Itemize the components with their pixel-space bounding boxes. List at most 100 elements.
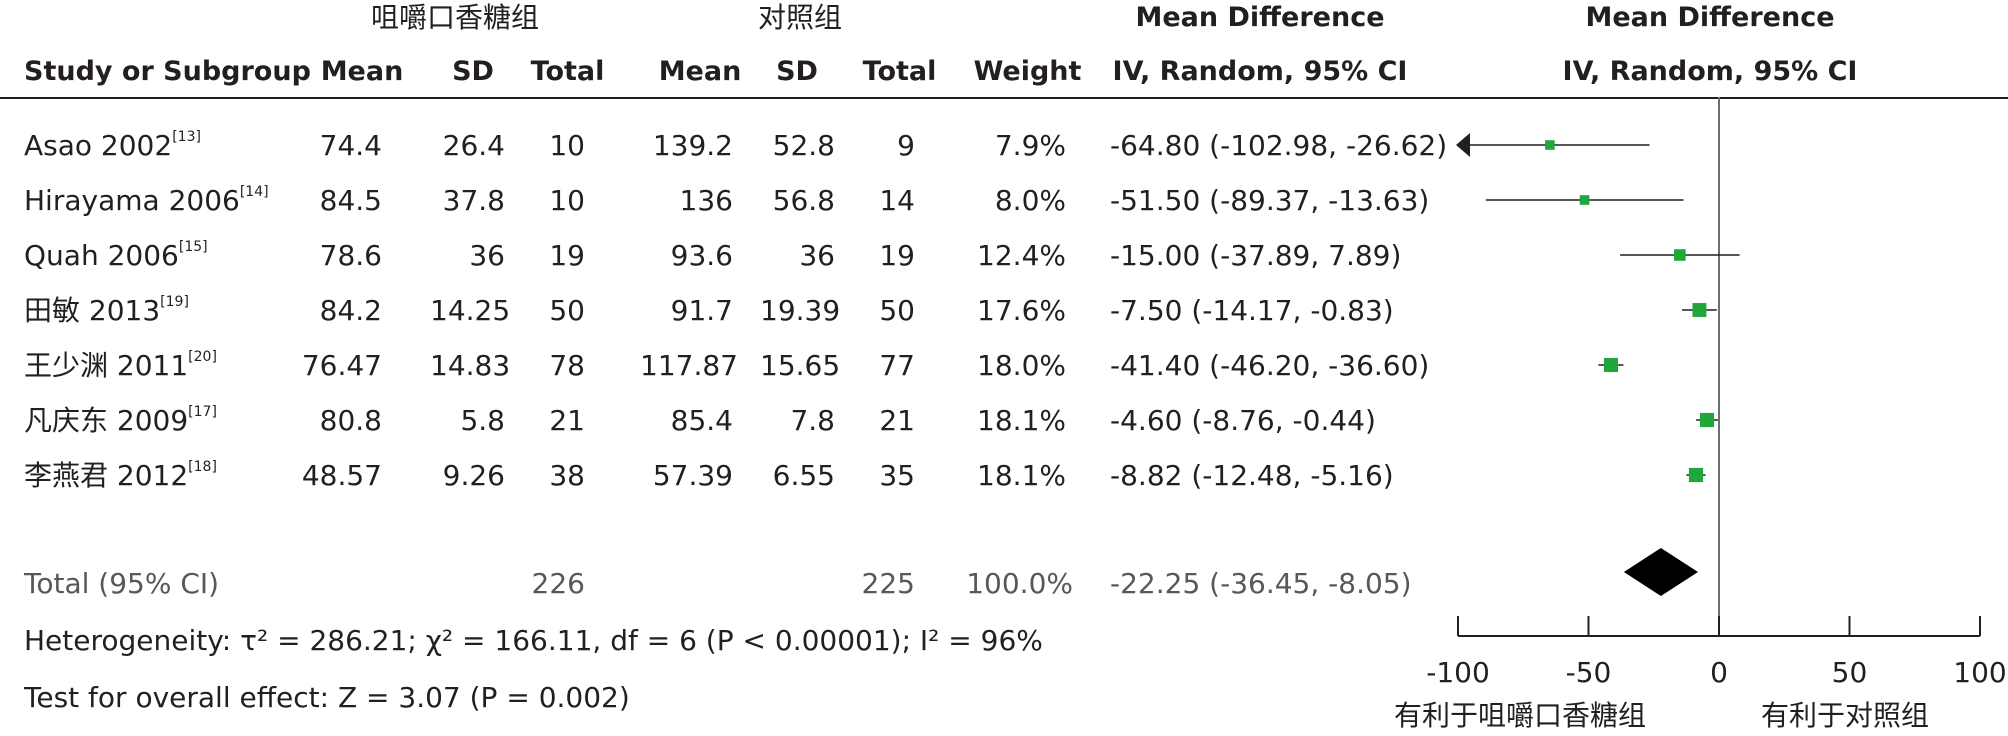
mean2-value: 85.4 (670, 404, 733, 437)
ci-plot-header: IV, Random, 95% CI (1562, 56, 1858, 87)
effect-square (1692, 303, 1707, 317)
study-name: Hirayama 2006[14] (24, 184, 269, 217)
mean1-value: 76.47 (301, 349, 382, 382)
md-plot-header: Mean Difference (1585, 2, 1835, 33)
sd1-value: 26.4 (442, 129, 505, 162)
study-name: Quah 2006[15] (24, 239, 208, 272)
mean1-header: Mean (320, 56, 404, 87)
effect-square (1603, 357, 1618, 373)
total1-value: 50 (549, 294, 585, 327)
total2-value: 19 (879, 239, 915, 272)
total-ci: -22.25 (-36.45, -8.05) (1110, 567, 1412, 600)
sd1-value: 5.8 (460, 404, 505, 437)
weight-value: 12.4% (977, 239, 1066, 272)
sd1-value: 14.25 (430, 294, 511, 327)
sd2-header: SD (776, 56, 818, 87)
weight-value: 7.9% (994, 129, 1066, 162)
total2-header: Total (862, 56, 937, 87)
ci-value: -4.60 (-8.76, -0.44) (1110, 404, 1376, 437)
weight-value: 18.1% (977, 459, 1066, 492)
favours-left-label: 有利于咀嚼口香糖组 (1393, 699, 1646, 732)
favours-right-label: 有利于对照组 (1760, 699, 1929, 732)
weight-value: 8.0% (994, 184, 1066, 217)
mean1-value: 48.57 (301, 459, 382, 492)
total1-value: 10 (549, 129, 585, 162)
study-name: Asao 2002[13] (24, 129, 201, 162)
sd1-value: 14.83 (430, 349, 511, 382)
group2-header: 对照组 (757, 1, 842, 34)
sd2-value: 19.39 (760, 294, 841, 327)
mean1-value: 80.8 (319, 404, 382, 437)
mean2-value: 139.2 (652, 129, 733, 162)
sd2-value: 52.8 (772, 129, 835, 162)
ci-value: -15.00 (-37.89, 7.89) (1110, 239, 1402, 272)
group1-header: 咀嚼口香糖组 (370, 1, 539, 34)
mean2-value: 117.87 (640, 349, 738, 382)
total-weight: 100.0% (966, 567, 1073, 600)
x-tick-label: 100 (1953, 656, 2006, 689)
x-tick-label: -50 (1566, 656, 1612, 689)
sd1-value: 9.26 (442, 459, 505, 492)
sd2-value: 15.65 (760, 349, 841, 382)
header-rule (0, 97, 2008, 99)
total1-value: 10 (549, 184, 585, 217)
mean1-value: 84.5 (319, 184, 382, 217)
mean2-value: 91.7 (670, 294, 733, 327)
ci-value: -7.50 (-14.17, -0.83) (1110, 294, 1394, 327)
weight-value: 18.1% (977, 404, 1066, 437)
heterogeneity-text: Heterogeneity: τ² = 286.21; χ² = 166.11,… (24, 624, 1043, 657)
mean2-value: 136 (679, 184, 733, 217)
total2-value: 35 (879, 459, 915, 492)
total1-value: 78 (549, 349, 585, 382)
mean1-value: 84.2 (319, 294, 382, 327)
sd2-value: 56.8 (772, 184, 835, 217)
mean1-value: 78.6 (319, 239, 382, 272)
study-name: 凡庆东 2009[17] (24, 404, 217, 437)
mean2-value: 57.39 (652, 459, 733, 492)
ci-value: -51.50 (-89.37, -13.63) (1110, 184, 1430, 217)
total2-value: 9 (897, 129, 915, 162)
total1-value: 38 (549, 459, 585, 492)
ci-value: -64.80 (-102.98, -26.62) (1110, 129, 1448, 162)
total1-value: 19 (549, 239, 585, 272)
study-name: 王少渊 2011[20] (24, 349, 217, 382)
mean1-value: 74.4 (319, 129, 382, 162)
total1-value: 21 (549, 404, 585, 437)
total2-value: 77 (879, 349, 915, 382)
overall-effect-text: Test for overall effect: Z = 3.07 (P = 0… (24, 681, 630, 714)
mean2-value: 93.6 (670, 239, 733, 272)
sd1-header: SD (452, 56, 494, 87)
ci-arrow (1456, 133, 1470, 157)
sd1-value: 36 (469, 239, 505, 272)
study-name: 李燕君 2012[18] (24, 459, 217, 492)
x-tick-label: 0 (1710, 656, 1728, 689)
weight-header: Weight (973, 56, 1082, 87)
mean2-header: Mean (658, 56, 742, 87)
effect-square (1579, 195, 1590, 205)
ci-value: -41.40 (-46.20, -36.60) (1110, 349, 1430, 382)
sd2-value: 6.55 (772, 459, 835, 492)
x-tick-label: -100 (1426, 656, 1490, 689)
sd1-value: 37.8 (442, 184, 505, 217)
md-table-header: Mean Difference (1135, 2, 1385, 33)
effect-square (1688, 467, 1704, 483)
effect-square (1545, 140, 1555, 150)
pooled-diamond (1623, 548, 1698, 596)
sd2-value: 36 (799, 239, 835, 272)
total2-sum: 225 (861, 567, 915, 600)
effect-square (1674, 249, 1686, 261)
sd2-value: 7.8 (790, 404, 835, 437)
total2-value: 21 (879, 404, 915, 437)
total1-sum: 226 (531, 567, 585, 600)
study-header: Study or Subgroup (24, 56, 311, 87)
total1-header: Total (530, 56, 605, 87)
ci-table-header: IV, Random, 95% CI (1112, 56, 1408, 87)
weight-value: 18.0% (977, 349, 1066, 382)
weight-value: 17.6% (977, 294, 1066, 327)
x-tick-label: 50 (1832, 656, 1868, 689)
ci-value: -8.82 (-12.48, -5.16) (1110, 459, 1394, 492)
effect-square (1699, 412, 1715, 428)
total-label: Total (95% CI) (24, 567, 220, 600)
total2-value: 14 (879, 184, 915, 217)
